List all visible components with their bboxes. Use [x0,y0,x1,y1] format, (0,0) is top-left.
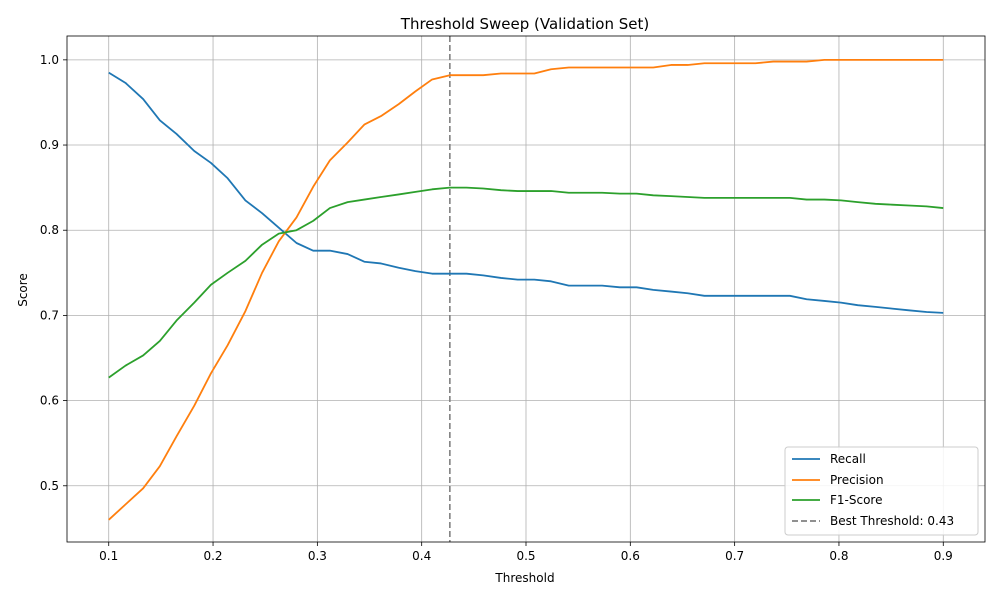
x-tick-label: 0.1 [99,549,118,563]
y-tick-label: 0.7 [40,308,59,322]
x-tick-label: 0.6 [621,549,640,563]
f1-score-line [108,186,944,379]
y-tick-label: 0.6 [40,394,59,408]
y-tick-label: 0.9 [40,138,59,152]
y-tick-label: 0.8 [40,223,59,237]
legend-label-recall: Recall [830,452,866,466]
x-tick-label: 0.7 [725,549,744,563]
series-layer [108,58,944,521]
legend-box [784,446,979,536]
legend: Recall Precision F1-Score Best Threshold… [784,446,979,536]
y-tick-label: 1.0 [40,53,59,67]
x-tick-label: 0.5 [516,549,535,563]
legend-label-best-threshold: Best Threshold: 0.43 [830,514,954,528]
x-axis-label: Threshold [494,571,554,585]
legend-label-f1: F1-Score [830,493,882,507]
x-tick-label: 0.8 [829,549,848,563]
legend-label-precision: Precision [830,473,884,487]
precision-line [108,58,944,521]
x-tick-label: 0.2 [203,549,222,563]
recall-line [108,71,944,314]
y-tick-label: 0.5 [40,479,59,493]
x-tick-label: 0.9 [934,549,953,563]
ticks: 0.1 0.2 0.3 0.4 0.5 0.6 0.7 0.8 0.9 0.5 0.6 0.7 0.8 0… [40,53,953,563]
x-tick-label: 0.3 [308,549,327,563]
x-tick-label: 0.4 [412,549,431,563]
chart-title: Threshold Sweep (Validation Set) [400,15,649,33]
y-axis-label: Score [16,273,30,307]
